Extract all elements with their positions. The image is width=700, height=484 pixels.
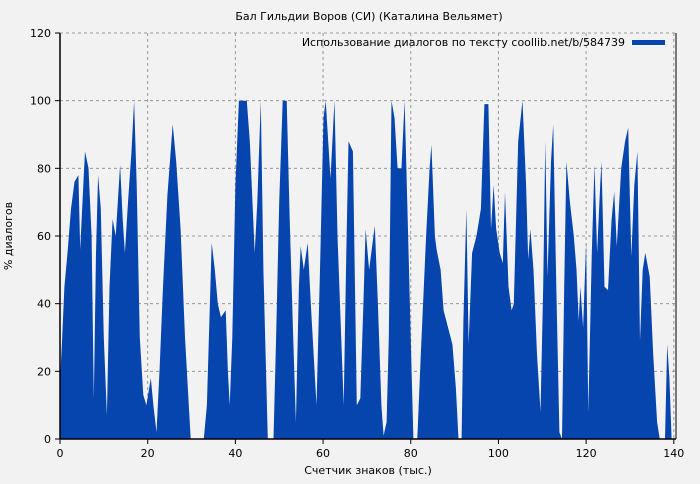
- x-tick-label: 100: [488, 447, 509, 460]
- x-tick-label: 20: [141, 447, 155, 460]
- legend-label: Использование диалогов по тексту coollib…: [302, 36, 625, 49]
- legend: Использование диалогов по тексту coollib…: [302, 36, 665, 49]
- x-tick-label: 60: [316, 447, 330, 460]
- x-tick-label: 120: [576, 447, 597, 460]
- y-tick-label: 80: [37, 162, 51, 175]
- x-tick-label: 140: [663, 447, 684, 460]
- x-tick-label: 0: [57, 447, 64, 460]
- x-tick-label: 40: [228, 447, 242, 460]
- area-series: [60, 100, 672, 439]
- legend-swatch: [632, 40, 665, 45]
- y-tick-label: 120: [30, 27, 51, 40]
- y-axis-label: % диалогов: [2, 202, 15, 270]
- y-tick-label: 100: [30, 95, 51, 108]
- x-tick-label: 80: [404, 447, 418, 460]
- y-tick-label: 40: [37, 298, 51, 311]
- x-axis-label: Счетчик знаков (тыс.): [304, 464, 432, 477]
- y-tick-label: 60: [37, 230, 51, 243]
- axes: 0 20 40 60 80 100 120 140 0 20 40 60 80 100 120: [30, 27, 684, 460]
- chart-title: Бал Гильдии Воров (СИ) (Каталина Вельяме…: [235, 10, 502, 23]
- y-tick-label: 20: [37, 365, 51, 378]
- y-tick-label: 0: [44, 433, 51, 446]
